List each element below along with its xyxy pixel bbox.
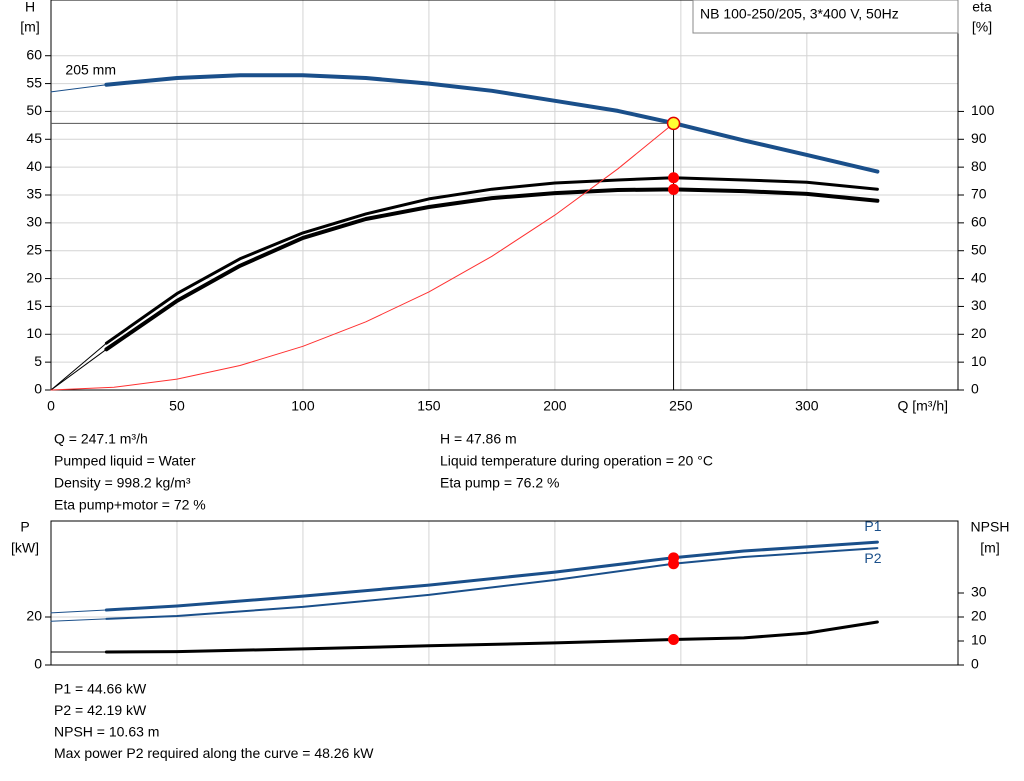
info-line: P2 = 42.19 kW bbox=[54, 702, 147, 718]
x-tick-label: 100 bbox=[291, 398, 315, 414]
y-axis-label: H bbox=[25, 0, 35, 15]
y-tick-label: 45 bbox=[26, 130, 42, 146]
y-axis-label: P bbox=[20, 519, 29, 535]
y2-tick-label: 10 bbox=[971, 353, 987, 369]
y2-tick-label: 80 bbox=[971, 158, 987, 174]
info-line: Liquid temperature during operation = 20… bbox=[440, 453, 713, 469]
info-line: Max power P2 required along the curve = … bbox=[54, 745, 374, 761]
series-line bbox=[50, 609, 107, 614]
y2-axis-label: NPSH bbox=[971, 519, 1010, 535]
info-line: NPSH = 10.63 m bbox=[54, 724, 159, 740]
y-tick-label: 30 bbox=[26, 214, 42, 230]
info-line: Eta pump+motor = 72 % bbox=[54, 497, 206, 513]
y2-tick-label: 40 bbox=[971, 269, 987, 285]
y-tick-label: 20 bbox=[26, 608, 42, 624]
y-tick-label: 20 bbox=[26, 269, 42, 285]
chart-title: NB 100-250/205, 3*400 V, 50Hz bbox=[700, 6, 899, 22]
y2-axis-unit: [m] bbox=[980, 540, 999, 556]
operating-point bbox=[668, 183, 680, 195]
y-tick-label: 50 bbox=[26, 102, 42, 118]
operating-point bbox=[668, 172, 680, 184]
y2-tick-label: 70 bbox=[971, 186, 987, 202]
series-line bbox=[104, 73, 880, 174]
info-line: P1 = 44.66 kW bbox=[54, 681, 147, 697]
title-box bbox=[692, 0, 959, 34]
series-label: P1 bbox=[864, 518, 881, 534]
y2-tick-label: 0 bbox=[971, 656, 979, 672]
y-tick-label: 0 bbox=[34, 656, 42, 672]
y2-tick-label: 30 bbox=[971, 584, 987, 600]
series-line bbox=[104, 187, 880, 352]
y2-tick-label: 20 bbox=[971, 325, 987, 341]
y2-tick-label: 30 bbox=[971, 297, 987, 313]
y2-tick-label: 100 bbox=[971, 102, 995, 118]
info-line: Eta pump = 76.2 % bbox=[440, 475, 559, 491]
x-tick-label: 0 bbox=[47, 398, 55, 414]
y2-tick-label: 0 bbox=[971, 381, 979, 397]
operating-point bbox=[668, 558, 680, 570]
info-line: Q = 247.1 m³/h bbox=[54, 431, 148, 447]
series-line bbox=[50, 348, 107, 391]
series-line bbox=[50, 122, 675, 391]
x-tick-label: 200 bbox=[543, 398, 567, 414]
series-label: 205 mm bbox=[65, 61, 116, 77]
plot-frame bbox=[50, 0, 959, 391]
y-tick-label: 0 bbox=[34, 381, 42, 397]
y-tick-label: 55 bbox=[26, 74, 42, 90]
y-tick-label: 5 bbox=[34, 353, 42, 369]
y2-tick-label: 60 bbox=[971, 214, 987, 230]
x-tick-label: 50 bbox=[169, 398, 185, 414]
y-axis-unit: [kW] bbox=[11, 540, 39, 556]
y2-tick-label: 90 bbox=[971, 130, 987, 146]
y2-axis-unit: [%] bbox=[972, 19, 992, 35]
x-tick-label: 300 bbox=[795, 398, 819, 414]
plot-frame bbox=[50, 520, 959, 666]
series-line bbox=[105, 547, 879, 620]
y2-axis-label: eta bbox=[972, 0, 992, 15]
series-line bbox=[50, 342, 107, 391]
y-tick-label: 25 bbox=[26, 241, 42, 257]
y-tick-label: 35 bbox=[26, 186, 42, 202]
y-tick-label: 60 bbox=[26, 46, 42, 62]
y-tick-label: 10 bbox=[26, 325, 42, 341]
y2-tick-label: 50 bbox=[971, 241, 987, 257]
y2-tick-label: 10 bbox=[971, 632, 987, 648]
y-tick-label: 15 bbox=[26, 297, 42, 313]
series-line bbox=[104, 620, 879, 654]
x-tick-label: 250 bbox=[669, 398, 693, 414]
x-label-bg bbox=[886, 397, 956, 417]
y-tick-label: 40 bbox=[26, 158, 42, 174]
series-line bbox=[50, 84, 107, 93]
info-line: Pumped liquid = Water bbox=[54, 453, 196, 469]
operating-point bbox=[668, 633, 680, 645]
series-line bbox=[104, 540, 879, 612]
y-axis-unit: [m] bbox=[20, 19, 39, 35]
x-axis-label: Q [m³/h] bbox=[897, 398, 948, 414]
x-tick-label: 150 bbox=[417, 398, 441, 414]
series-label: P2 bbox=[864, 550, 881, 566]
series-line bbox=[104, 176, 879, 345]
operating-point bbox=[666, 116, 681, 131]
series-line bbox=[50, 618, 107, 622]
info-line: H = 47.86 m bbox=[440, 431, 517, 447]
y2-tick-label: 20 bbox=[971, 608, 987, 624]
info-line: Density = 998.2 kg/m³ bbox=[54, 475, 191, 491]
